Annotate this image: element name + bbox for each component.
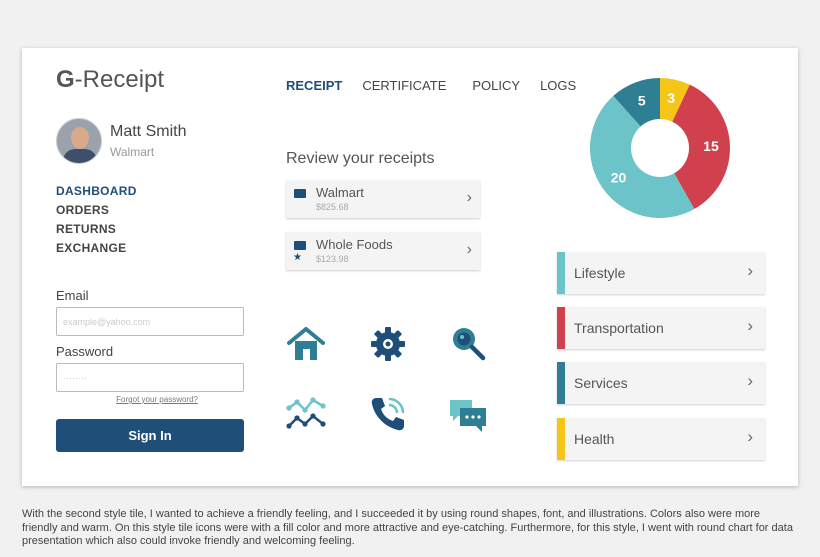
chevron-right-icon: › [747,371,753,390]
receipt-store: Walmart [316,185,364,200]
email-field[interactable]: example@yahoo.com [56,307,244,336]
avatar [56,118,102,164]
tab-logs[interactable]: LOGS [540,78,577,93]
side-nav-exchange[interactable]: EXCHANGE [56,241,127,255]
chevron-right-icon: › [747,316,753,335]
category-label: Transportation [574,320,664,336]
tab-policy[interactable]: POLICY [472,78,521,93]
chevron-right-icon: › [466,189,472,206]
top-nav: RECEIPT CERTIFICATE POLICY LOGS [286,78,596,93]
donut-slice [660,84,730,210]
side-nav: DASHBOARD ORDERS RETURNS EXCHANGE [56,184,137,260]
folder-icon [294,189,306,198]
review-title: Review your receipts [286,150,435,167]
chevron-right-icon: › [466,241,472,258]
email-label: Email [56,288,89,303]
user-profile[interactable]: Matt Smith Walmart [56,118,186,164]
category-lifestyle[interactable]: Lifestyle › [557,252,765,294]
side-nav-orders[interactable]: ORDERS [56,203,110,217]
category-color-bar [557,418,565,460]
home-icon[interactable] [286,324,326,364]
receipt-card[interactable]: Walmart $825.68 › [286,180,480,218]
receipt-store: Whole Foods [316,237,393,252]
search-icon[interactable] [448,324,488,364]
side-nav-dashboard[interactable]: DASHBOARD [56,184,137,198]
category-label: Health [574,431,615,447]
star-icon: ★ [293,252,302,263]
login-form: Email example@yahoo.com Password ·······… [56,288,244,404]
line-chart-icon[interactable] [286,394,326,434]
category-label: Lifestyle [574,265,626,281]
chat-icon[interactable] [448,394,488,434]
receipt-amount: $123.98 [316,254,349,264]
receipt-card[interactable]: ★ Whole Foods $123.98 › [286,232,480,270]
forgot-password-link[interactable]: Forgot your password? [116,395,198,404]
password-field[interactable]: ········ [56,363,244,392]
chevron-right-icon: › [747,261,753,280]
category-transportation[interactable]: Transportation › [557,307,765,349]
user-name: Matt Smith [110,123,187,140]
password-label: Password [56,344,114,359]
donut-slice-label: 15 [703,138,719,154]
donut-slice-label: 20 [611,170,627,186]
category-color-bar [557,307,565,349]
phone-icon[interactable] [368,394,408,434]
tab-certificate[interactable]: CERTIFICATE [362,78,447,93]
sign-in-button[interactable]: Sign In [56,419,244,452]
caption-text: With the second style tile, I wanted to … [22,508,793,547]
style-tile-card: G-Receipt Matt Smith Walmart DASHBOARD O… [22,48,798,486]
tab-receipt[interactable]: RECEIPT [286,78,343,93]
donut-slice-label: 3 [667,90,675,106]
gear-icon[interactable] [368,324,408,364]
category-services[interactable]: Services › [557,362,765,404]
side-nav-returns[interactable]: RETURNS [56,222,117,236]
category-label: Services [574,375,628,391]
chevron-right-icon: › [747,427,753,446]
category-health[interactable]: Health › [557,418,765,460]
donut-chart: 3 15 20 5 [590,78,730,218]
donut-slice-label: 5 [638,92,646,108]
receipt-amount: $825.68 [316,202,349,212]
category-color-bar [557,252,565,294]
folder-icon [294,241,306,250]
user-company: Walmart [110,145,155,159]
app-logo: G-Receipt [56,66,165,93]
category-color-bar [557,362,565,404]
